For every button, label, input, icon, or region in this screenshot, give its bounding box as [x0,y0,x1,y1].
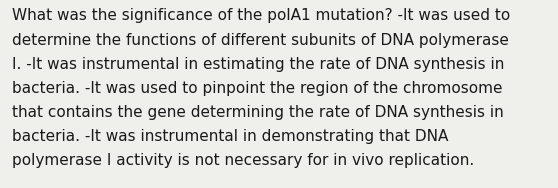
Text: What was the significance of the polA1 mutation? -It was used to: What was the significance of the polA1 m… [12,8,511,24]
Text: bacteria. -It was instrumental in demonstrating that DNA: bacteria. -It was instrumental in demons… [12,129,449,144]
Text: polymerase I activity is not necessary for in vivo replication.: polymerase I activity is not necessary f… [12,153,474,168]
Text: determine the functions of different subunits of DNA polymerase: determine the functions of different sub… [12,33,509,48]
Text: bacteria. -It was used to pinpoint the region of the chromosome: bacteria. -It was used to pinpoint the r… [12,81,503,96]
Text: that contains the gene determining the rate of DNA synthesis in: that contains the gene determining the r… [12,105,504,120]
Text: I. -It was instrumental in estimating the rate of DNA synthesis in: I. -It was instrumental in estimating th… [12,57,504,72]
